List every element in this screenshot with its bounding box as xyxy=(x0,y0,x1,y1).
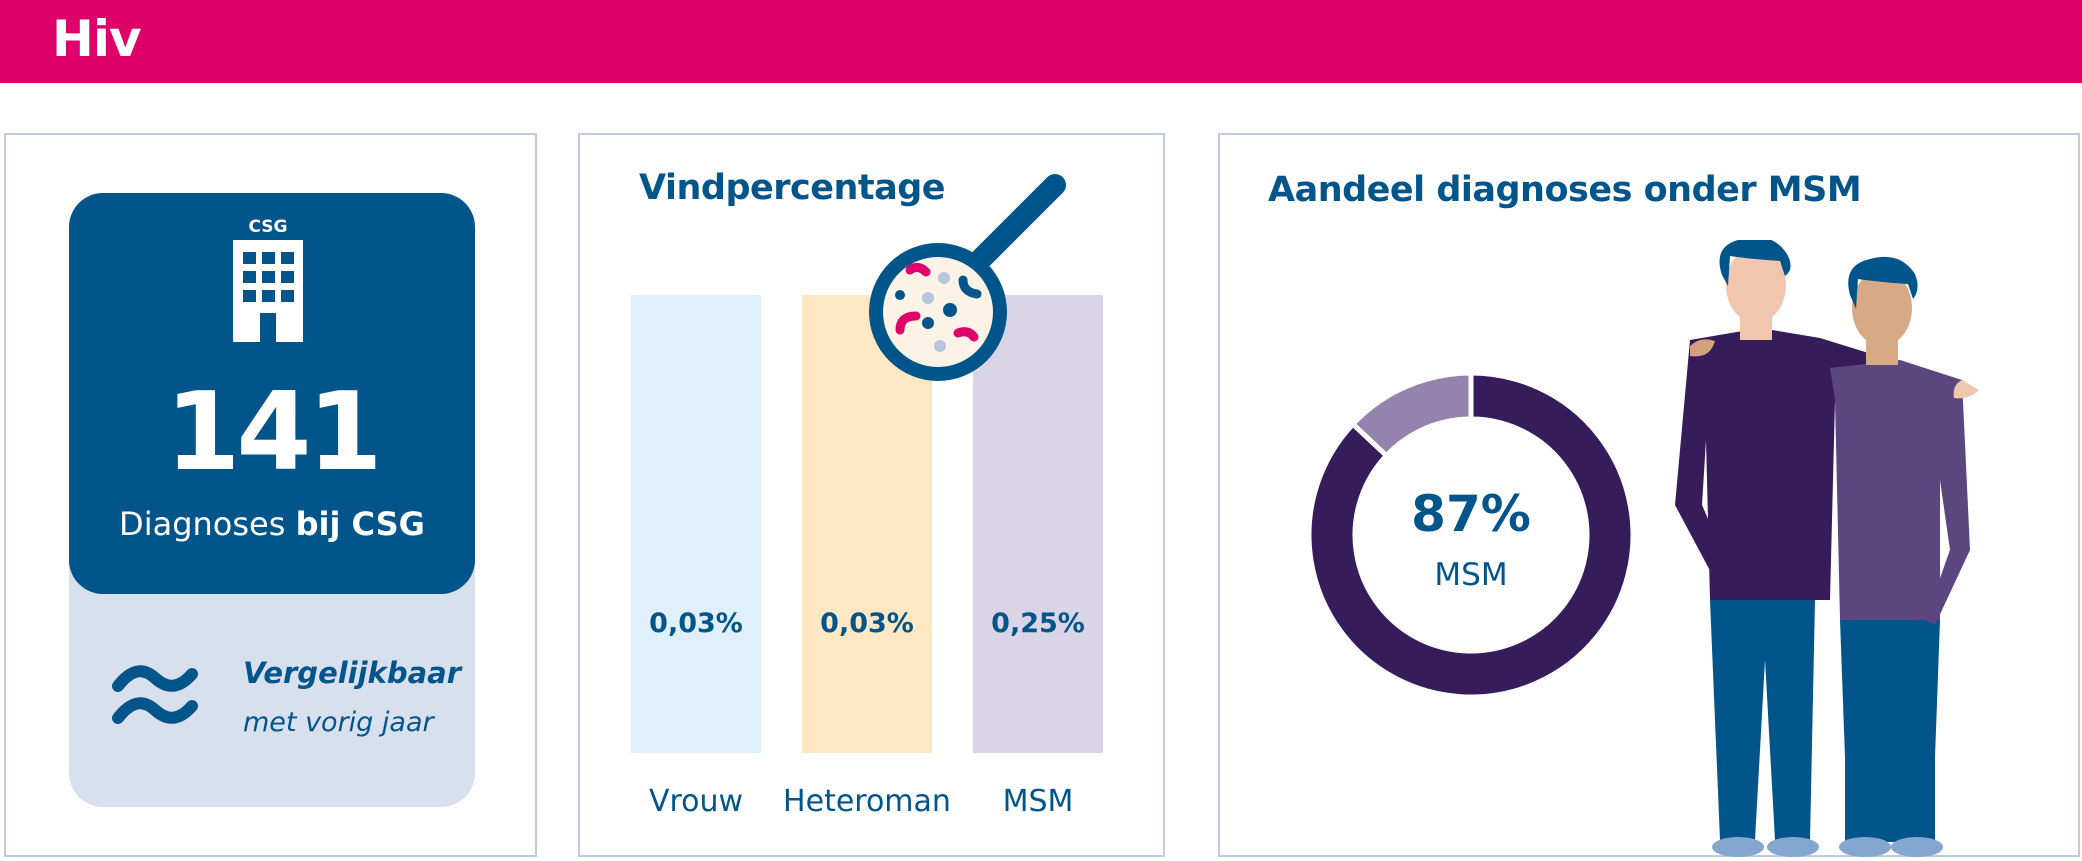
trend-label: Vergelijkbaar xyxy=(243,656,462,690)
vindpercentage-title: Vindpercentage xyxy=(639,168,946,208)
two-men-illustration xyxy=(1675,240,1979,857)
donut-chart xyxy=(1306,370,1636,700)
msm-title: Aandeel diagnoses onder MSM xyxy=(1268,170,1862,210)
page-title: Hiv xyxy=(52,10,142,68)
bar-category-label: Heteroman xyxy=(783,784,951,819)
trend-text: met vorig jaar xyxy=(243,707,434,738)
caption-regular: Diagnoses xyxy=(119,505,286,543)
building-icon xyxy=(233,240,303,342)
bar-category-label: Vrouw xyxy=(648,784,744,819)
bar-value-label: 0,25% xyxy=(991,608,1085,639)
donut-slice-0 xyxy=(1306,370,1636,700)
donut-center-label: MSM xyxy=(1434,557,1508,593)
donut-center-value: 87% xyxy=(1411,485,1531,543)
csg-icon-label: CSG xyxy=(248,217,288,237)
magnifier-bacteria-icon xyxy=(869,174,1066,381)
bar-value-label: 0,03% xyxy=(820,608,914,639)
bar-category-label: MSM xyxy=(1002,784,1074,819)
caption-bold: bij CSG xyxy=(295,505,425,543)
diagnoses-caption: Diagnoses bij CSG xyxy=(69,505,475,543)
bar-msm xyxy=(973,295,1103,753)
approximately-equal-icon xyxy=(112,665,198,724)
bar-value-label: 0,03% xyxy=(649,608,743,639)
bar-vrouw xyxy=(631,295,761,753)
donut-slice-1 xyxy=(1349,370,1474,460)
diagnoses-count: 141 xyxy=(165,370,382,495)
header-bar xyxy=(0,0,2082,83)
